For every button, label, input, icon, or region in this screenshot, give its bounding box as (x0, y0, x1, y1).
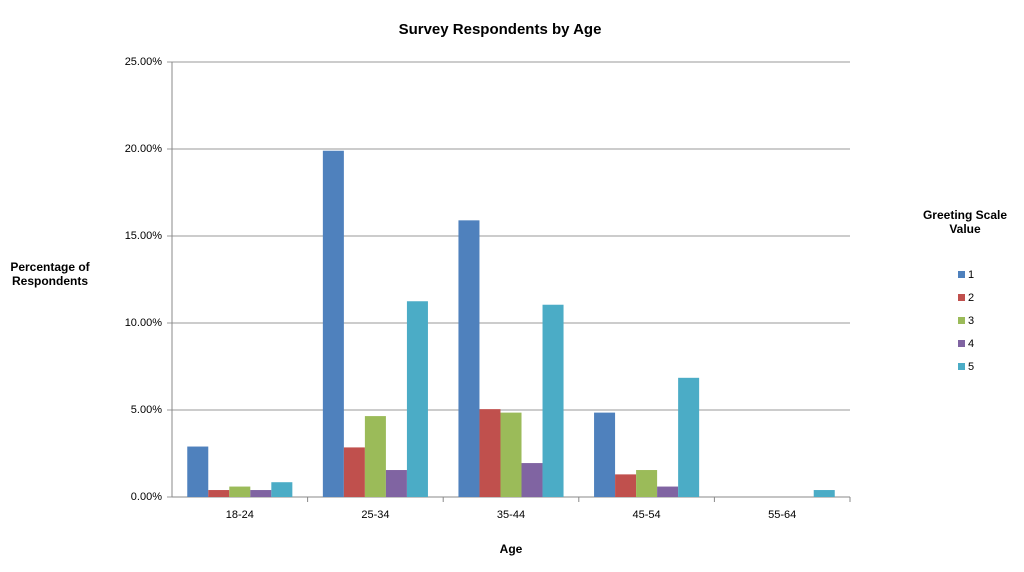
legend-label: 5 (968, 361, 974, 373)
bar (458, 220, 480, 497)
x-tick-label: 45-54 (633, 509, 661, 521)
bar (657, 486, 679, 497)
bar (636, 470, 658, 497)
bar (521, 463, 543, 497)
bar (208, 490, 230, 497)
legend-label: 1 (968, 269, 974, 281)
y-axis-title: Percentage of Respondents (10, 260, 90, 288)
bar (813, 490, 835, 497)
y-tick-label: 20.00% (125, 143, 163, 155)
y-tick-label: 10.00% (125, 317, 163, 329)
bar (406, 301, 428, 497)
legend-label: 3 (968, 315, 974, 327)
x-tick-label: 55-64 (768, 509, 796, 521)
y-tick-label: 25.00% (125, 56, 163, 68)
bar (479, 409, 501, 497)
y-tick-label: 5.00% (131, 404, 162, 416)
bar (385, 470, 407, 497)
legend-swatch (958, 271, 965, 278)
x-axis-title: Age (500, 542, 523, 556)
bar (187, 446, 209, 497)
legend-swatch (958, 317, 965, 324)
legend-label: 2 (968, 292, 974, 304)
x-tick-label: 35-44 (497, 509, 525, 521)
legend-label: 4 (968, 338, 974, 350)
legend-swatch (958, 363, 965, 370)
bar (322, 150, 344, 498)
bar (594, 412, 616, 497)
legend-title: Greeting Scale Value (922, 208, 1008, 236)
bar (678, 377, 700, 497)
bar (615, 474, 637, 497)
bar (500, 412, 522, 497)
bar (343, 447, 365, 497)
bar (250, 490, 272, 497)
bar (229, 486, 251, 497)
bar (542, 304, 564, 497)
x-tick-label: 18-24 (226, 509, 254, 521)
legend-swatch (958, 340, 965, 347)
legend-swatch (958, 294, 965, 301)
chart-title: Survey Respondents by Age (399, 21, 602, 38)
y-tick-label: 0.00% (131, 491, 162, 503)
x-tick-label: 25-34 (361, 509, 389, 521)
y-tick-label: 15.00% (125, 230, 163, 242)
bar (271, 482, 293, 497)
bar (364, 416, 386, 497)
